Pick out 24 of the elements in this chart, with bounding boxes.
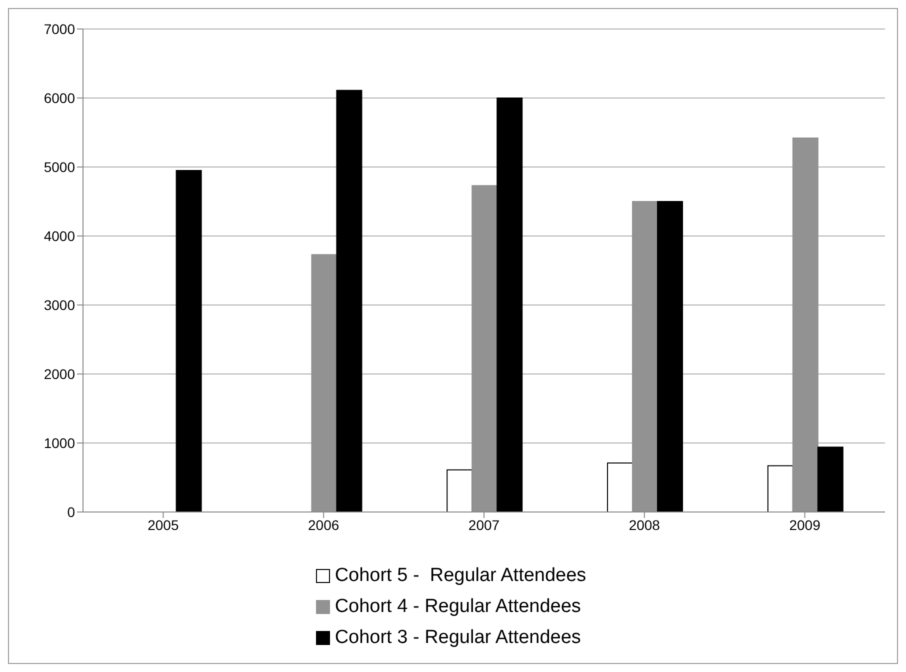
- x-tick-label: 2008: [628, 516, 660, 533]
- bar: [496, 98, 523, 512]
- y-tick-label: 4000: [44, 228, 76, 244]
- x-tick-label: 2006: [308, 516, 340, 533]
- bar: [657, 201, 684, 512]
- legend-label: Cohort 5 - Regular Attendees: [334, 564, 586, 586]
- bar: [176, 170, 202, 512]
- legend-label: Cohort 4 - Regular Attendees: [334, 596, 581, 618]
- legend-label: Cohort 3 - Regular Attendees: [334, 626, 581, 648]
- bar: [817, 446, 844, 512]
- x-tick-label: 2007: [468, 516, 500, 533]
- y-tick-label: 3000: [44, 296, 76, 313]
- y-tick-label: 1000: [44, 434, 76, 451]
- y-tick-label: 2000: [44, 366, 76, 382]
- y-tick-label: 6000: [44, 90, 76, 106]
- bar: [607, 462, 634, 512]
- bar: [336, 90, 362, 512]
- y-tick-label: 0: [67, 504, 76, 520]
- y-tick-label: 5000: [44, 158, 76, 175]
- y-tick-label: 7000: [44, 20, 76, 37]
- x-tick-label: 2009: [789, 516, 821, 533]
- bar: [767, 465, 794, 512]
- bar: [446, 469, 473, 512]
- x-tick-label: 2005: [148, 516, 179, 533]
